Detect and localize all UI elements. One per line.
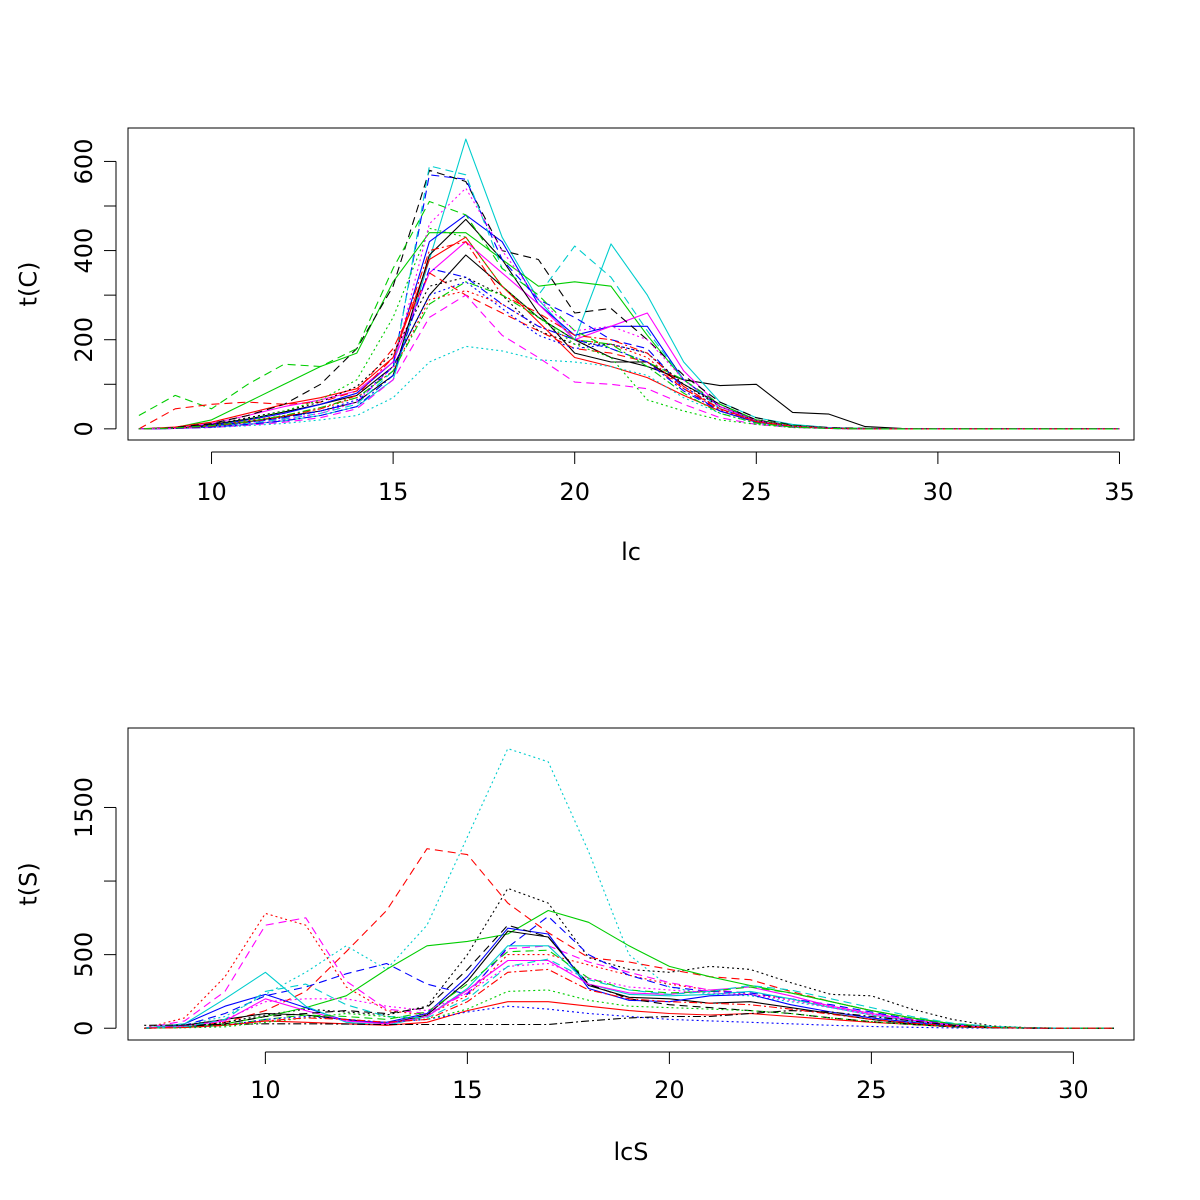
series-line-19: [138, 187, 1120, 430]
series-line-9: [144, 927, 1114, 1029]
x-tick-label: 10: [196, 478, 227, 506]
x-tick-label: 15: [452, 1076, 483, 1104]
series-line-17: [144, 1010, 1114, 1029]
series-line-16: [138, 227, 1120, 430]
y-axis-label: t(C): [14, 262, 42, 307]
series-line-20: [144, 968, 1114, 1029]
series-line-2: [144, 848, 1114, 1029]
series-line-5: [144, 887, 1114, 1029]
series-line-1: [144, 748, 1114, 1029]
series-line-10: [138, 165, 1120, 430]
top-panel: 10 15 20 25 30 35 0 200 400 600 lc t(C): [14, 127, 1135, 566]
x-tick-label: 10: [250, 1076, 281, 1104]
series-line-11: [138, 200, 1120, 430]
plot-frame: [127, 727, 1135, 1041]
x-tick-label: 30: [1058, 1076, 1089, 1104]
series-line-8: [138, 169, 1120, 430]
series-line-4: [144, 917, 1114, 1029]
x-tick-label: 25: [741, 478, 772, 506]
x-tick-label: 35: [1104, 478, 1135, 506]
x-tick-label: 30: [923, 478, 954, 506]
y-tick-label: 400: [70, 228, 98, 274]
y-tick-label: 0: [70, 421, 98, 436]
series-line-7: [138, 218, 1120, 430]
x-tick-label: 20: [559, 478, 590, 506]
series-line-16: [144, 1005, 1114, 1029]
y-tick-label: 1500: [70, 777, 98, 838]
x-tick-label: 20: [654, 1076, 685, 1104]
y-tick-label: 600: [70, 139, 98, 185]
y-axis-label: t(S): [14, 862, 42, 905]
series-line-7: [144, 915, 1114, 1029]
series-line-9: [138, 174, 1120, 430]
x-axis-label: lc: [621, 538, 641, 566]
plot-frame: [127, 127, 1135, 441]
series-line-14: [144, 949, 1114, 1029]
series-line-13: [138, 294, 1120, 430]
series-line-22: [138, 281, 1120, 430]
x-tick-label: 25: [856, 1076, 887, 1104]
series-line-13: [144, 924, 1114, 1029]
bottom-panel: 10 15 20 25 30 0 500 1500 lcS t(S): [14, 727, 1135, 1166]
series-line-12: [138, 272, 1120, 430]
series-line-4: [138, 214, 1120, 430]
series-line-3: [138, 232, 1120, 430]
y-tick-label: 200: [70, 317, 98, 363]
series-line-14: [138, 276, 1120, 430]
y-tick-label: 500: [70, 932, 98, 978]
series-line-18: [144, 958, 1114, 1029]
series-line-2: [138, 138, 1120, 430]
y-tick-label: 0: [70, 1021, 98, 1036]
series-line-15: [144, 962, 1114, 1029]
x-tick-label: 15: [378, 478, 409, 506]
x-axis-label: lcS: [613, 1138, 648, 1166]
series-line-19: [144, 989, 1114, 1029]
